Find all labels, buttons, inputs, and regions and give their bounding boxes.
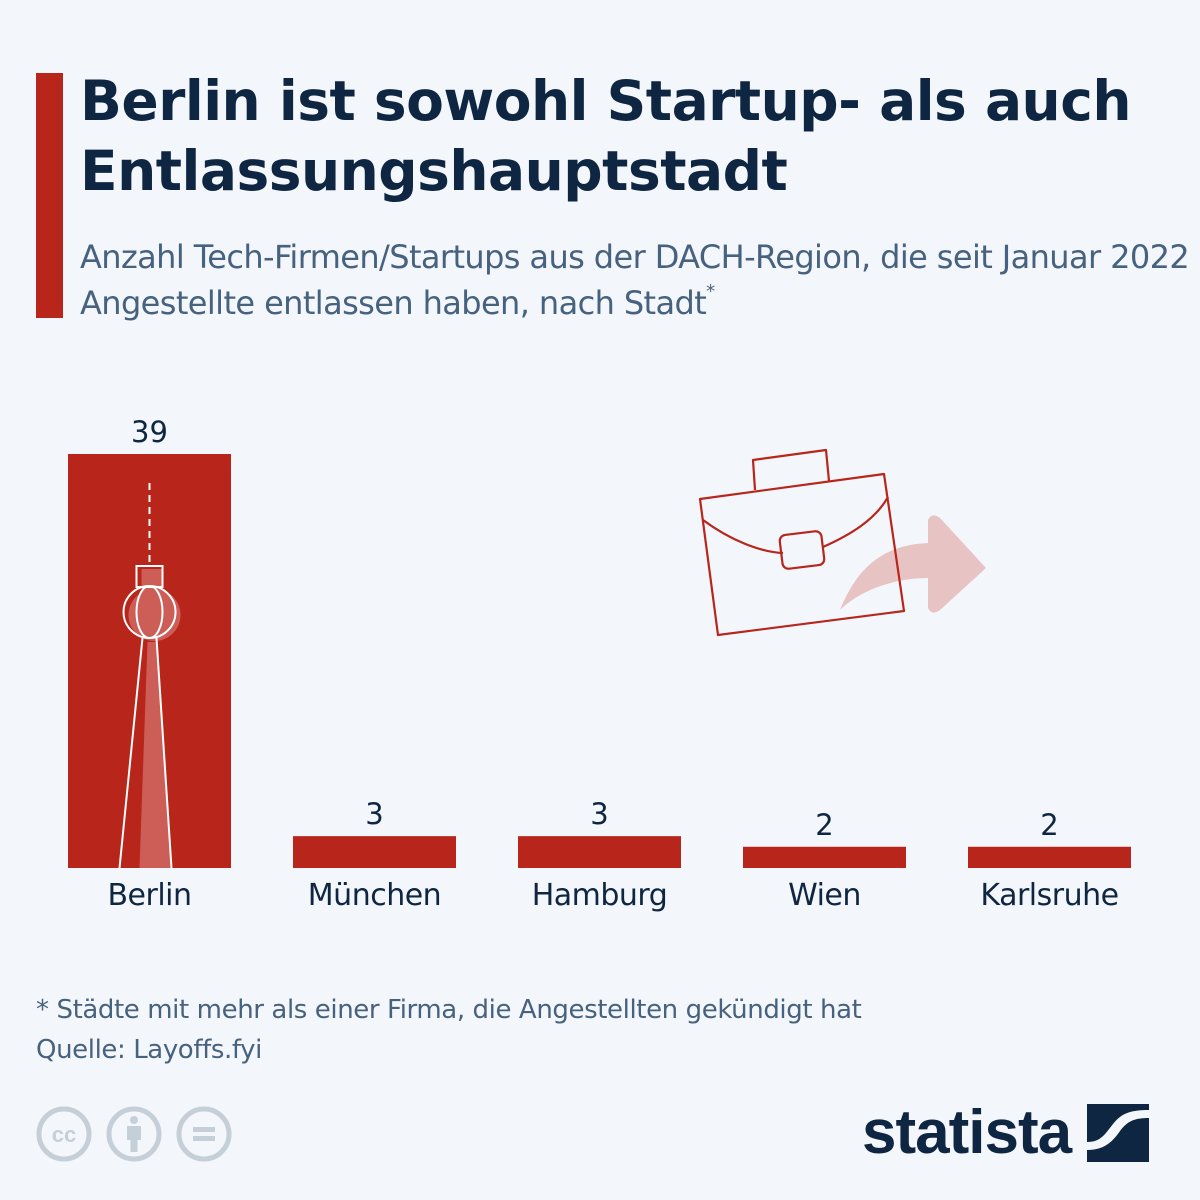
source-text: Quelle: Layoffs.fyi bbox=[36, 1035, 262, 1065]
brand-name: statista bbox=[862, 1098, 1072, 1167]
bar-hamburg bbox=[518, 836, 681, 868]
data-label: 39 bbox=[131, 415, 168, 449]
data-label: 3 bbox=[590, 797, 608, 831]
bar-chart: 39 Berlin 3 München 3 Hamburg 2 Wien 2 Karlsruhe bbox=[68, 415, 1131, 913]
tv-tower-icon bbox=[118, 483, 181, 869]
bars-group: 39 Berlin 3 München 3 Hamburg 2 Wien 2 Karlsruhe bbox=[68, 415, 1131, 913]
license-icons: cc bbox=[36, 1106, 232, 1162]
category-label: München bbox=[308, 878, 441, 913]
data-label: 2 bbox=[815, 808, 833, 842]
data-label: 2 bbox=[1040, 808, 1058, 842]
category-label: Wien bbox=[788, 878, 861, 913]
statista-logo-mark-icon bbox=[1087, 1104, 1150, 1162]
bar-karlsruhe bbox=[968, 846, 1131, 868]
chart-subtitle: Anzahl Tech-Firmen/Startups aus der DACH… bbox=[80, 234, 1190, 326]
page-title: Berlin ist sowohl Startup- als auch Entl… bbox=[80, 69, 1131, 203]
briefcase-arrow-icon bbox=[698, 448, 986, 637]
footnote-text: * Städte mit mehr als einer Firma, die A… bbox=[36, 995, 862, 1025]
category-label: Karlsruhe bbox=[980, 878, 1118, 913]
attribution-icon[interactable] bbox=[106, 1106, 162, 1162]
cc-icon[interactable]: cc bbox=[36, 1106, 92, 1162]
subtitle-text: Anzahl Tech-Firmen/Startups aus der DACH… bbox=[80, 238, 1190, 322]
bar-münchen bbox=[293, 836, 456, 868]
statista-logo[interactable]: statista bbox=[862, 1098, 1150, 1168]
no-derivatives-icon[interactable] bbox=[176, 1106, 232, 1162]
arrow-shape bbox=[840, 515, 986, 613]
bar-wien bbox=[743, 846, 906, 868]
svg-text:cc: cc bbox=[52, 1122, 76, 1147]
title-accent-bar bbox=[36, 73, 63, 318]
data-label: 3 bbox=[365, 797, 383, 831]
footnote-marker: * bbox=[706, 281, 715, 302]
category-label: Berlin bbox=[107, 878, 191, 913]
footnotes: * Städte mit mehr als einer Firma, die A… bbox=[36, 990, 862, 1070]
category-label: Hamburg bbox=[532, 878, 668, 913]
